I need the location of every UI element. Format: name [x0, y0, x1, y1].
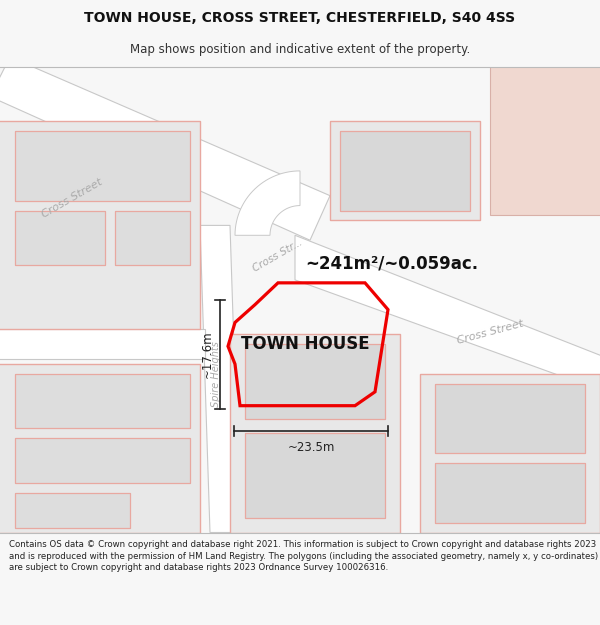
Polygon shape [0, 121, 200, 329]
Polygon shape [295, 235, 600, 394]
Polygon shape [245, 433, 385, 518]
Polygon shape [15, 438, 190, 483]
Polygon shape [235, 171, 300, 235]
Polygon shape [0, 364, 200, 532]
Text: Contains OS data © Crown copyright and database right 2021. This information is : Contains OS data © Crown copyright and d… [9, 540, 598, 572]
Text: ~17.6m: ~17.6m [200, 331, 214, 378]
Text: Cross Str...: Cross Str... [251, 237, 305, 273]
Text: ~241m²/~0.059ac.: ~241m²/~0.059ac. [305, 254, 478, 272]
Polygon shape [230, 334, 400, 532]
Polygon shape [435, 384, 585, 453]
Polygon shape [15, 131, 190, 201]
Polygon shape [200, 226, 240, 532]
Polygon shape [330, 121, 480, 221]
Polygon shape [115, 211, 190, 265]
Polygon shape [0, 329, 205, 359]
Polygon shape [245, 344, 385, 419]
Polygon shape [0, 57, 330, 240]
Polygon shape [340, 131, 470, 211]
Polygon shape [420, 374, 600, 532]
Text: Spire Heights: Spire Heights [211, 341, 221, 407]
Polygon shape [15, 493, 130, 528]
Text: Cross Street: Cross Street [40, 177, 104, 220]
Text: TOWN HOUSE, CROSS STREET, CHESTERFIELD, S40 4SS: TOWN HOUSE, CROSS STREET, CHESTERFIELD, … [85, 11, 515, 25]
Polygon shape [15, 374, 190, 429]
Text: Map shows position and indicative extent of the property.: Map shows position and indicative extent… [130, 43, 470, 56]
Polygon shape [15, 211, 105, 265]
Polygon shape [490, 57, 600, 216]
Text: ~23.5m: ~23.5m [287, 441, 335, 454]
Polygon shape [435, 463, 585, 522]
Text: Cross Street: Cross Street [455, 319, 524, 346]
Text: TOWN HOUSE: TOWN HOUSE [241, 335, 370, 353]
